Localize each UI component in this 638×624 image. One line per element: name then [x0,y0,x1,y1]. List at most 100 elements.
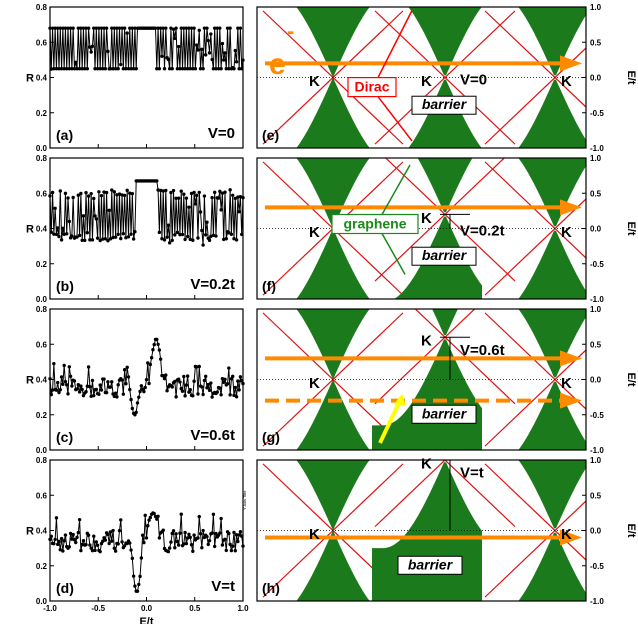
data-point [223,51,227,55]
data-point [97,26,101,30]
valence-band-fill [257,158,371,229]
data-point [196,392,200,396]
data-point [56,380,60,385]
data-point [98,383,102,387]
data-point [198,66,203,71]
data-point [197,28,201,32]
y-axis-label: R [26,224,34,236]
data-point [219,208,223,212]
data-point [228,26,232,30]
data-point [147,518,151,522]
data-point [133,584,137,588]
data-point [182,26,186,30]
data-point [214,66,218,71]
data-point [211,233,216,238]
data-point [237,388,241,392]
data-point [137,582,141,587]
data-point [161,189,165,193]
data-point [200,546,204,550]
data-point [192,190,196,195]
data-point [178,380,182,384]
data-point [67,219,72,224]
conduction-band-fill [257,228,371,299]
data-point [211,512,216,517]
data-point [152,511,156,516]
data-point [175,66,180,71]
data-point [121,392,126,396]
data-point [179,189,183,193]
data-point [240,379,244,383]
data-point [92,196,96,201]
data-point [86,194,91,198]
data-point [81,538,86,543]
data-point [153,26,158,30]
data-point [151,348,155,352]
y-tick-label: 0.2 [36,109,48,118]
data-point [234,395,239,399]
data-point [57,66,61,71]
data-point [236,26,240,30]
data-point [233,385,237,390]
data-point [222,237,226,242]
data-point [148,362,153,367]
data-point [90,548,95,553]
data-point [160,54,164,58]
data-point [113,235,118,239]
data-point [197,364,201,369]
data-point [149,356,154,360]
data-point [205,220,209,224]
data-point [112,26,117,30]
data-point [188,387,192,392]
data-point [219,393,223,397]
data-point [223,377,227,382]
data-point [131,66,136,71]
data-point [189,543,194,547]
y-tick-label: 1.0 [590,154,602,163]
data-point [162,376,167,381]
data-point [139,556,144,560]
data-point [124,236,128,240]
data-point [116,66,120,71]
data-point [99,193,104,198]
data-point [232,237,236,241]
barrier-box [411,246,477,266]
data-point [86,365,91,369]
electron-superscript: - [287,19,294,44]
data-point [238,529,243,534]
data-point [57,234,61,239]
k-point-label: K [309,224,320,241]
data-point [102,377,106,381]
y-tick-label: 0.4 [36,527,48,536]
y-tick-label: 1.0 [590,3,602,12]
data-point [237,533,241,537]
data-point [90,44,95,48]
data-point [201,243,205,247]
data-point [122,544,127,548]
panel-label: (c) [56,429,73,445]
data-point [65,66,69,71]
y-tick-label: 0.6 [36,189,48,198]
data-point [196,48,200,52]
annotation-label: graphene [343,216,406,232]
data-point [207,538,212,543]
data-point [241,544,245,548]
data-point [76,26,81,30]
data-point [227,231,231,235]
data-point [241,58,245,62]
data-point [203,374,208,378]
data-point [128,191,132,195]
data-point [184,196,189,200]
data-point [98,549,102,554]
data-point [170,238,174,243]
barrier-label: barrier [422,405,468,421]
data-point [84,542,88,547]
data-point [68,26,73,30]
y-tick-label: 0.6 [36,340,48,349]
electron-arrowhead [560,529,582,546]
data-point [234,533,239,537]
data-point [174,196,178,200]
data-point [97,392,101,396]
data-point [77,66,82,71]
data-point [210,195,214,200]
